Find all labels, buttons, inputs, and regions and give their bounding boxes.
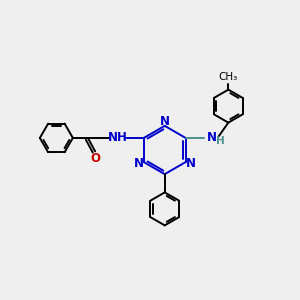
Text: NH: NH: [107, 131, 127, 144]
Text: O: O: [90, 152, 100, 165]
Text: N: N: [186, 157, 196, 170]
Text: N: N: [134, 157, 144, 170]
Text: CH₃: CH₃: [219, 72, 238, 82]
Text: H: H: [216, 136, 225, 146]
Text: N: N: [207, 131, 217, 144]
Text: N: N: [160, 115, 170, 128]
